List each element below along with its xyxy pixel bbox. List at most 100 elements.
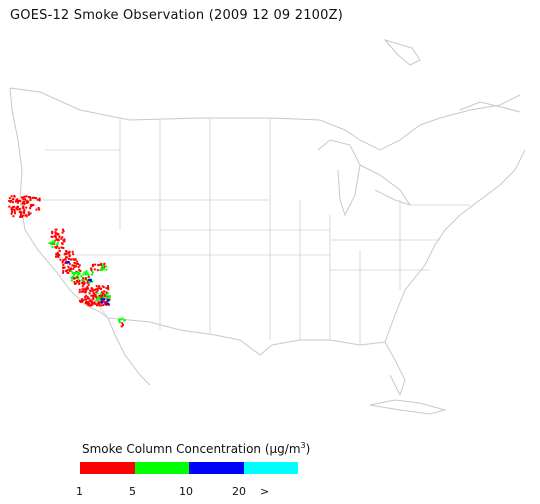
smoke-pixel [96, 287, 99, 290]
smoke-pixel [82, 277, 85, 280]
smoke-pixel [70, 258, 72, 261]
smoke-pixel [106, 295, 109, 298]
smoke-pixel [105, 287, 108, 290]
smoke-pixel [8, 200, 11, 202]
smoke-pixel [48, 242, 51, 245]
smoke-pixel [57, 255, 60, 258]
smoke-pixel [94, 263, 97, 266]
smoke-pixel [85, 298, 88, 301]
smoke-pixel [108, 295, 111, 298]
legend-swatch-10-20 [189, 462, 244, 474]
smoke-pixel [62, 263, 65, 266]
smoke-pixel [90, 268, 93, 271]
smoke-pixel [15, 206, 18, 209]
smoke-pixel [50, 243, 53, 246]
smoke-pixel [58, 247, 61, 250]
smoke-pixel [97, 303, 100, 306]
smoke-pixel [85, 272, 88, 275]
smoke-pixel [60, 237, 63, 240]
smoke-pixel [73, 281, 76, 284]
smoke-pixel [18, 208, 21, 211]
legend-tick-10: 10 [179, 485, 193, 498]
smoke-pixel [75, 276, 77, 279]
smoke-pixel [87, 276, 90, 278]
smoke-pixel [88, 302, 91, 305]
smoke-pixel [78, 280, 81, 282]
smoke-pixel [25, 206, 28, 209]
smoke-pixel [86, 297, 89, 300]
smoke-pixel [52, 241, 55, 244]
smoke-pixel [102, 268, 105, 271]
smoke-pixel [70, 267, 72, 270]
smoke-pixel [102, 304, 105, 307]
smoke-pixel [54, 232, 57, 235]
smoke-pixel [27, 211, 30, 214]
smoke-pixel [10, 207, 13, 210]
smoke-pixel [90, 304, 93, 307]
smoke-pixel [106, 292, 109, 295]
legend-title-suffix: ) [305, 442, 311, 456]
smoke-pixel [103, 290, 106, 293]
smoke-pixel [80, 290, 83, 293]
smoke-pixel [118, 321, 121, 324]
smoke-pixel [64, 262, 67, 265]
smoke-pixel [63, 238, 66, 241]
smoke-pixel [71, 277, 74, 280]
smoke-pixel [51, 235, 54, 238]
smoke-pixel [11, 201, 14, 204]
smoke-pixel [56, 251, 59, 254]
smoke-pixel [76, 279, 78, 282]
smoke-pixel [101, 267, 104, 270]
smoke-pixel [91, 271, 94, 274]
smoke-pixel [12, 198, 15, 201]
smoke-pixel [54, 236, 57, 239]
smoke-pixel [95, 288, 97, 291]
smoke-pixel [95, 291, 98, 294]
smoke-pixel [86, 296, 89, 299]
smoke-pixel [23, 209, 26, 212]
smoke-pixel [73, 266, 76, 268]
smoke-pixel [61, 231, 64, 234]
smoke-pixel [75, 262, 78, 265]
smoke-pixel [95, 295, 98, 298]
smoke-pixel [23, 195, 26, 198]
smoke-pixel [51, 232, 54, 235]
smoke-pixel [121, 317, 124, 320]
smoke-pixel [102, 296, 105, 299]
smoke-pixel [98, 287, 101, 290]
smoke-pixel [77, 262, 80, 265]
legend-tick-1: 1 [76, 485, 83, 498]
smoke-pixel [73, 262, 76, 265]
smoke-pixel [86, 285, 89, 288]
map-title: GOES-12 Smoke Observation (2009 12 09 21… [10, 8, 343, 23]
smoke-pixel [38, 199, 41, 202]
smoke-pixel [25, 199, 28, 202]
smoke-pixel [81, 285, 84, 288]
smoke-pixel [11, 211, 13, 213]
smoke-pixel [83, 298, 86, 301]
smoke-pixel [87, 283, 90, 286]
smoke-pixel [97, 264, 100, 267]
smoke-pixel [36, 198, 39, 201]
smoke-pixel [103, 298, 106, 301]
smoke-pixel [107, 286, 110, 289]
smoke-pixel [101, 301, 104, 304]
smoke-pixel [68, 269, 71, 272]
smoke-pixel [75, 272, 78, 274]
smoke-pixel [54, 234, 57, 237]
smoke-pixel [62, 267, 65, 269]
smoke-pixel [77, 278, 80, 281]
smoke-pixel [95, 285, 98, 288]
smoke-pixel [23, 198, 26, 201]
smoke-pixel [123, 319, 126, 322]
smoke-pixel [98, 296, 101, 299]
smoke-pixel [25, 214, 27, 217]
smoke-pixel [93, 289, 96, 291]
smoke-pixel [87, 301, 90, 304]
smoke-pixel [27, 213, 30, 216]
smoke-pixel [33, 196, 36, 199]
smoke-pixel [75, 282, 78, 285]
smoke-pixel [15, 199, 18, 202]
smoke-pixel [67, 257, 70, 260]
smoke-pixel [65, 261, 68, 264]
